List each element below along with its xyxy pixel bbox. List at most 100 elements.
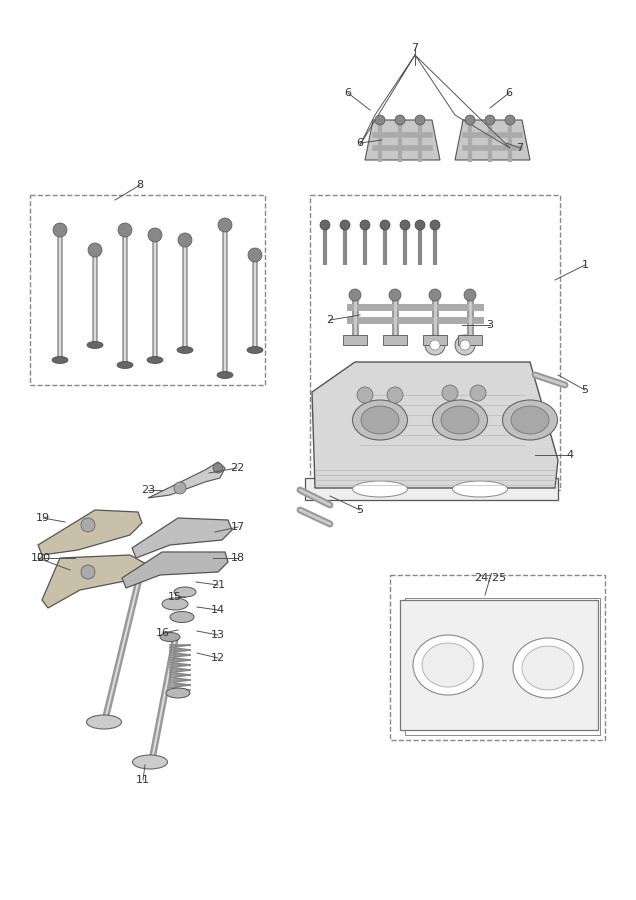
- Circle shape: [415, 115, 425, 125]
- Text: 7: 7: [516, 143, 523, 153]
- Polygon shape: [365, 120, 440, 160]
- Circle shape: [442, 385, 458, 401]
- Ellipse shape: [522, 646, 574, 690]
- Circle shape: [415, 220, 425, 230]
- Circle shape: [470, 385, 486, 401]
- Circle shape: [389, 289, 401, 301]
- Ellipse shape: [513, 638, 583, 698]
- Ellipse shape: [166, 688, 190, 698]
- Ellipse shape: [441, 406, 479, 434]
- Circle shape: [357, 387, 373, 403]
- Circle shape: [455, 335, 475, 355]
- Ellipse shape: [361, 406, 399, 434]
- Text: 23: 23: [141, 485, 155, 495]
- Circle shape: [178, 233, 192, 247]
- Circle shape: [430, 340, 440, 350]
- Circle shape: [395, 115, 405, 125]
- Ellipse shape: [147, 356, 163, 364]
- Ellipse shape: [352, 400, 408, 440]
- Bar: [383, 335, 407, 345]
- Circle shape: [340, 220, 350, 230]
- Ellipse shape: [177, 346, 193, 354]
- Ellipse shape: [432, 400, 488, 440]
- Polygon shape: [38, 510, 142, 555]
- Text: 6: 6: [506, 88, 513, 98]
- Ellipse shape: [170, 611, 194, 623]
- Bar: [458, 335, 482, 345]
- Ellipse shape: [162, 598, 188, 610]
- Ellipse shape: [502, 400, 558, 440]
- Circle shape: [505, 115, 515, 125]
- Circle shape: [485, 115, 495, 125]
- Polygon shape: [42, 555, 148, 608]
- Bar: [310, 195, 560, 490]
- Text: 19: 19: [36, 513, 50, 523]
- Ellipse shape: [174, 587, 196, 597]
- Text: 7: 7: [411, 43, 418, 53]
- Text: 2: 2: [326, 315, 333, 325]
- Text: 11: 11: [136, 775, 150, 785]
- Circle shape: [218, 218, 232, 232]
- Text: 5: 5: [357, 505, 364, 515]
- Circle shape: [465, 115, 475, 125]
- Circle shape: [248, 248, 262, 262]
- Ellipse shape: [352, 481, 408, 497]
- Circle shape: [213, 463, 223, 473]
- Polygon shape: [132, 518, 232, 558]
- Ellipse shape: [117, 362, 133, 368]
- Circle shape: [425, 335, 445, 355]
- Ellipse shape: [86, 715, 121, 729]
- Polygon shape: [312, 362, 558, 488]
- Circle shape: [464, 289, 476, 301]
- Circle shape: [387, 387, 403, 403]
- Ellipse shape: [87, 341, 103, 348]
- Ellipse shape: [247, 346, 263, 354]
- Circle shape: [400, 220, 410, 230]
- Text: 5: 5: [581, 385, 588, 395]
- Text: 18: 18: [231, 553, 245, 563]
- Ellipse shape: [52, 356, 68, 364]
- Bar: [423, 335, 447, 345]
- Circle shape: [429, 289, 441, 301]
- Circle shape: [118, 223, 132, 237]
- Text: 17: 17: [231, 522, 245, 532]
- Text: 21: 21: [211, 580, 225, 590]
- Ellipse shape: [452, 481, 508, 497]
- Polygon shape: [305, 478, 558, 500]
- Text: 6: 6: [357, 138, 364, 148]
- Ellipse shape: [217, 372, 233, 379]
- Ellipse shape: [160, 633, 180, 642]
- Ellipse shape: [413, 635, 483, 695]
- Text: 8: 8: [137, 180, 144, 190]
- Bar: [390, 575, 605, 740]
- Ellipse shape: [422, 643, 474, 687]
- Text: 24/25: 24/25: [474, 573, 506, 583]
- Bar: [30, 195, 265, 385]
- Polygon shape: [122, 552, 228, 588]
- Circle shape: [320, 220, 330, 230]
- Polygon shape: [455, 120, 530, 160]
- Text: 14: 14: [211, 605, 225, 615]
- Text: 20: 20: [36, 553, 50, 563]
- Circle shape: [148, 228, 162, 242]
- Circle shape: [81, 518, 95, 532]
- Text: 10: 10: [31, 553, 45, 563]
- Circle shape: [380, 220, 390, 230]
- Text: 12: 12: [211, 653, 225, 663]
- Ellipse shape: [132, 755, 167, 769]
- Text: 1: 1: [581, 260, 588, 270]
- Bar: [343, 335, 367, 345]
- Circle shape: [53, 223, 67, 237]
- Circle shape: [360, 220, 370, 230]
- Text: 16: 16: [156, 628, 170, 638]
- Circle shape: [174, 482, 186, 494]
- Circle shape: [375, 115, 385, 125]
- Circle shape: [81, 565, 95, 579]
- Circle shape: [460, 340, 470, 350]
- Circle shape: [88, 243, 102, 257]
- Text: 15: 15: [168, 592, 182, 602]
- Ellipse shape: [511, 406, 549, 434]
- Text: 6: 6: [345, 88, 352, 98]
- Text: 4: 4: [567, 450, 574, 460]
- Circle shape: [430, 220, 440, 230]
